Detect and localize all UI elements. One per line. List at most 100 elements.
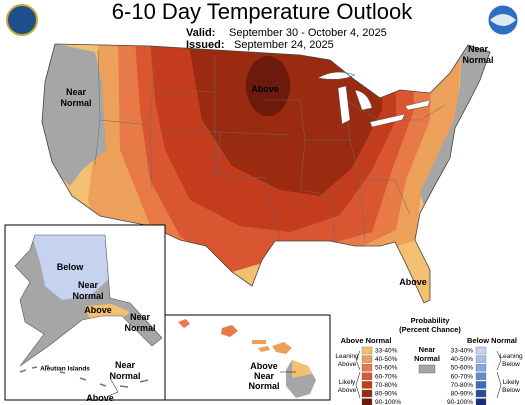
legend-above-level: 80-90% [375,391,398,398]
label-line: Normal [248,381,279,391]
legend-below-level: 40-50% [451,356,474,363]
island-hawaii-above [292,360,312,378]
legend-above-level: 70-80% [375,382,398,389]
label-hawaii: Above Near Normal [248,361,279,391]
legend-title: Probability (Percent Chance) [399,316,461,334]
legend-near-line: Normal [414,354,440,363]
legend-near-title: Near Normal [414,345,440,363]
label-line: Near [130,312,151,322]
legend-below-swatch [475,398,487,405]
label-line: Normal [462,55,493,65]
label-line: Near [468,44,489,54]
alaska-outline [14,234,163,367]
legend-above-level: 60-70% [375,373,398,380]
legend-below-level: 60-70% [451,373,474,380]
legend-side-line: Leaning [335,353,359,360]
legend-likely-below: Likely Below [502,379,520,394]
legend-title-line: Probability [411,316,451,325]
label-west: Near Normal [60,87,91,108]
legend-near-swatch [418,364,436,374]
label-alaska-central: Near Normal [72,280,103,301]
label-florida: Above [399,277,427,287]
legend-side-line: Above [338,361,357,368]
label-line: Near [254,371,275,381]
noaa-logo-bird [490,14,516,26]
legend-below-swatch [475,381,487,389]
legend-above-swatch [361,346,373,355]
region-near-west [42,44,106,186]
legend-title-line: (Percent Chance) [399,325,461,334]
legend-above-swatch [361,398,373,405]
great-lakes [317,71,431,128]
label-line: Normal [60,98,91,108]
label-line: Normal [124,323,155,333]
legend-above-title: Above Normal [341,336,392,345]
region-90-100 [246,56,290,116]
legend-below-title: Below Normal [467,336,517,345]
label-line: Above [399,277,427,287]
label-northeast: Near Normal [462,44,493,65]
alaska-below [30,235,110,300]
label-line: Normal [72,291,103,301]
label-line: Near [115,360,136,370]
valid-dates: September 30 - October 4, 2025 [229,27,387,39]
legend-below-level: 50-60% [451,365,474,372]
valid-label: Valid: [186,27,215,39]
legend-braces [355,350,502,399]
legend-above-swatch [361,381,373,389]
aleutian-leader [107,377,119,397]
legend-above-level: 33-40% [375,348,398,355]
label-line: Above [84,305,112,315]
legend-leaning-above: Leaning Above [335,353,359,368]
legend-near-line: Near [419,345,436,354]
legend-above-level: 50-60% [375,365,398,372]
label-aleutian-above: Above [86,393,114,403]
label-line: Near [66,87,87,97]
aleutian-islands [19,365,149,388]
legend-side-line: Likely [339,379,356,386]
label-alaska-southeast: Near Normal [124,312,155,333]
issued-label: Issued: [186,39,225,51]
legend-below-level: 33-40% [451,348,474,355]
legend-above-swatch [361,372,373,380]
legend-below-swatch [475,346,487,355]
doc-logo [6,4,38,36]
legend-above-swatch [361,389,373,398]
label-line: Above [251,84,279,94]
legend: Probability (Percent Chance) Above Normal… [335,316,523,405]
legend-below-swatch [475,389,487,398]
legend-above-swatch [361,364,373,372]
legend-side-line: Likely [503,379,520,386]
legend-side-line: Above [338,387,357,394]
legend-above-level: 90-100% [375,399,401,405]
label-alaska-south: Above [84,305,112,315]
legend-likely-above: Likely Above [338,379,357,394]
label-line: Above [250,361,278,371]
legend-side-line: Below [502,387,520,394]
legend-above-level: 40-50% [375,356,398,363]
label-aleutian-near: Near Normal [109,360,140,381]
legend-below-swatch [475,364,487,372]
label-line: Below [57,262,85,272]
legend-below-swatch [475,372,487,380]
issued-date: September 24, 2025 [234,39,334,51]
legend-below-level: 90-100% [447,399,473,405]
legend-above-swatch [361,355,373,363]
label-line: Above [86,393,114,403]
label-midwest: Above [251,84,279,94]
label-line: Normal [109,371,140,381]
island-molokai-lanai [252,340,270,352]
label-aleutian-title: Aleutian Islands [40,366,90,373]
label-alaska-north: Below [57,262,85,272]
title: 6-10 Day Temperature Outlook [112,0,413,24]
legend-side-line: Leaning [499,353,523,360]
legend-below-level: 80-90% [451,391,474,398]
island-maui [272,342,292,354]
legend-leaning-below: Leaning Below [499,353,523,368]
legend-side-line: Below [502,361,520,368]
legend-below-swatch [475,355,487,363]
label-line: Near [78,280,99,290]
island-niihau-kauai [178,319,190,328]
island-oahu [221,325,238,337]
